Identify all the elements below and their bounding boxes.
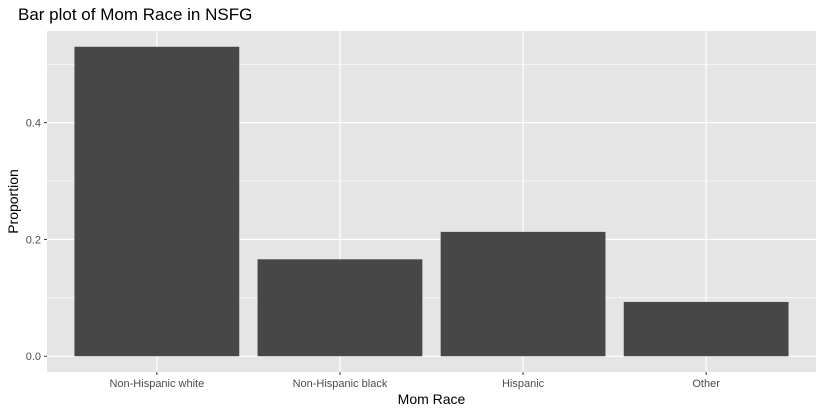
bars-layer xyxy=(74,46,789,357)
axis-layer: 0.0 0.2 0.4 Non-Hispanic white Non-Hispanic … xyxy=(26,118,721,390)
chart-title: Bar plot of Mom Race in NSFG xyxy=(18,5,252,24)
y-axis-title: Proportion xyxy=(5,169,21,234)
y-tick-label: 0.4 xyxy=(26,118,41,130)
x-tick-label: Non-Hispanic white xyxy=(109,378,204,390)
bar xyxy=(623,301,789,357)
x-tick-label: Non-Hispanic black xyxy=(293,378,388,390)
x-tick-label: Hispanic xyxy=(502,378,545,390)
y-tick-label: 0.0 xyxy=(26,351,41,363)
bar xyxy=(440,231,606,357)
x-tick-label: Other xyxy=(692,378,720,390)
bar xyxy=(257,259,423,357)
y-tick-label: 0.2 xyxy=(26,234,41,246)
bar xyxy=(74,46,240,357)
x-axis-title: Mom Race xyxy=(398,391,466,407)
